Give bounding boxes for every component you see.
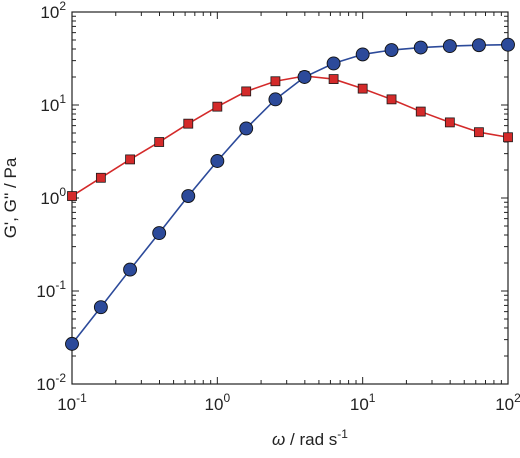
y-tick-label: 100 bbox=[40, 185, 66, 208]
data-point-square bbox=[328, 74, 339, 84]
data-point-circle bbox=[268, 92, 283, 107]
data-point-square bbox=[125, 154, 135, 165]
data-point-square bbox=[357, 83, 368, 94]
data-point-square bbox=[183, 118, 194, 129]
x-tick-label: 10-1 bbox=[57, 391, 87, 414]
y-tick-label: 102 bbox=[40, 0, 66, 22]
data-point-circle bbox=[384, 43, 399, 57]
data-point-circle bbox=[93, 300, 108, 315]
data-point-circle bbox=[501, 37, 515, 52]
series-circle bbox=[65, 37, 515, 351]
data-point-square bbox=[95, 172, 106, 183]
data-point-circle bbox=[326, 56, 341, 71]
data-point-square bbox=[67, 191, 77, 201]
y-tick-label: 101 bbox=[40, 92, 66, 115]
data-point-square bbox=[444, 117, 455, 128]
data-point-circle bbox=[442, 39, 457, 54]
data-point-circle bbox=[413, 40, 428, 55]
data-point-square bbox=[474, 127, 484, 138]
data-point-square bbox=[154, 137, 165, 147]
x-tick-label: 102 bbox=[495, 391, 520, 414]
data-point-circle bbox=[297, 70, 312, 84]
y-axis-label: G', G'' / Pa bbox=[1, 157, 20, 238]
x-tick-label: 101 bbox=[350, 391, 376, 414]
data-point-circle bbox=[65, 336, 79, 351]
data-point-square bbox=[270, 76, 281, 87]
y-tick-label: 10-2 bbox=[36, 371, 66, 394]
series-square bbox=[67, 71, 513, 201]
data-series bbox=[65, 37, 515, 351]
data-point-square bbox=[503, 132, 513, 143]
data-point-square bbox=[415, 106, 426, 117]
data-point-square bbox=[386, 94, 397, 105]
data-point-circle bbox=[239, 121, 254, 136]
data-point-circle bbox=[471, 38, 486, 53]
axis-ticks bbox=[71, 11, 509, 385]
data-point-circle bbox=[123, 262, 138, 277]
data-point-circle bbox=[355, 47, 370, 62]
data-point-circle bbox=[181, 189, 196, 203]
plot-frame bbox=[71, 11, 509, 385]
data-point-circle bbox=[210, 154, 225, 168]
x-axis-label: ω / rad s-1 bbox=[272, 427, 348, 449]
data-point-square bbox=[241, 86, 252, 97]
series-line-square bbox=[71, 75, 509, 197]
series-line-circle bbox=[71, 43, 509, 345]
data-point-circle bbox=[152, 226, 167, 240]
y-tick-label: 10-1 bbox=[36, 278, 66, 301]
data-point-square bbox=[212, 101, 223, 112]
x-tick-label: 100 bbox=[205, 391, 231, 414]
